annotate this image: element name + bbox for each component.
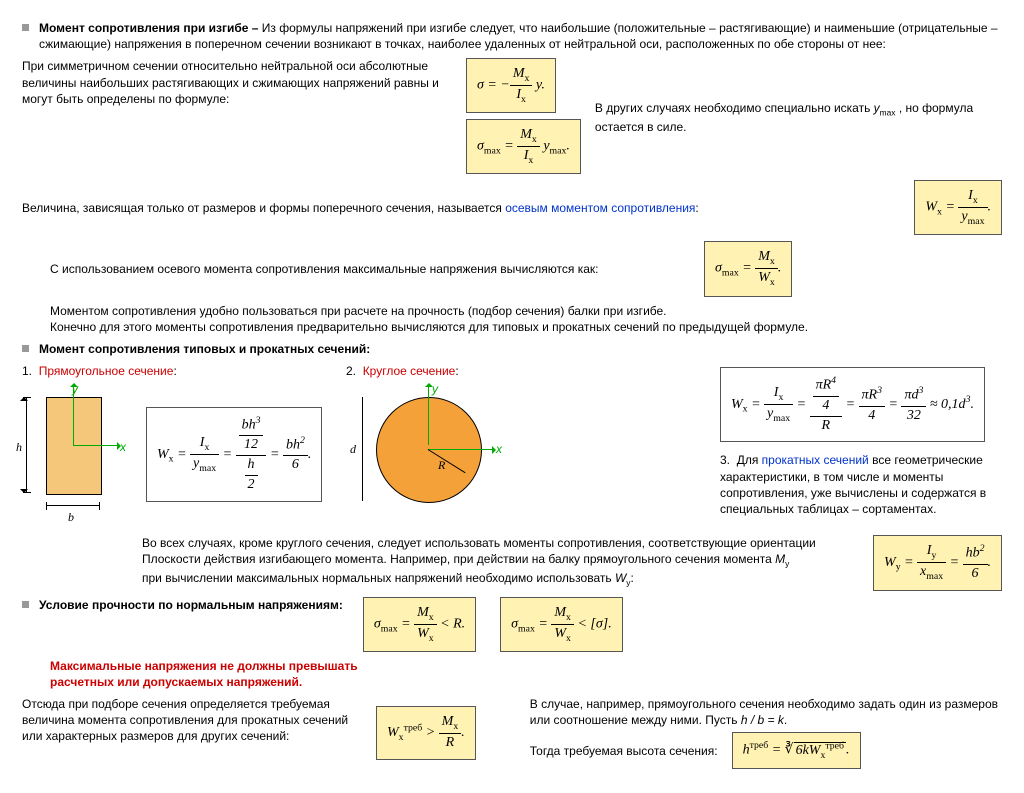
heading-block: Момент сопротивления при изгибе – Из фор…	[22, 20, 1002, 52]
rolled-text: 3. Для прокатных сечений все геометричес…	[720, 452, 1002, 517]
rect-heading: 1. Прямоугольное сечение:	[22, 363, 332, 379]
sym-text: При симметричном сечении относительно не…	[22, 58, 452, 107]
formula-wy: Wy = Iyxmax = hb26.	[873, 535, 1002, 590]
circle-figure: y x R d	[346, 379, 506, 529]
circ-heading: 2. Круглое сечение:	[346, 363, 706, 379]
sec2-title: Момент сопротивления типовых и прокатных…	[39, 341, 370, 357]
bullet-icon	[22, 601, 29, 608]
formula-htreq: hтреб = ∛6kWxтреб.	[732, 732, 861, 769]
axial-def: Величина, зависящая только от размеров и…	[22, 200, 900, 216]
rect-figure: y x h b	[22, 379, 132, 529]
strength-title: Условие прочности по нормальным напряжен…	[39, 597, 343, 613]
conv1: Моментом сопротивления удобно пользовать…	[50, 303, 1002, 319]
formula-wx: Wx = Ixymax.	[914, 180, 1002, 235]
bullet-icon	[22, 345, 29, 352]
heading-text: Момент сопротивления при изгибе – Из фор…	[39, 20, 1002, 52]
pick-text: Отсюда при подборе сечения определяется …	[22, 696, 362, 745]
formula-wtreq: Wxтреб > MxR.	[376, 706, 476, 760]
bullet-icon	[22, 24, 29, 31]
formula-cond-r: σmax = MxWx < R.	[363, 597, 476, 652]
formula-rect: Wx = Ixymax = bh312h2 = bh26.	[146, 407, 322, 502]
case-then: Тогда требуемая высота сечения:	[530, 743, 718, 759]
conv2: Конечно для этого моменты сопротивления …	[50, 319, 1002, 335]
formula-circle: Wx = Ixymax = πR44R = πR34 = πd332 ≈ 0,1…	[720, 367, 985, 442]
formula-sigma: σ = −MxIx y.	[466, 58, 556, 113]
other-cases: В других случаях необходимо специально и…	[595, 58, 1002, 135]
formula-sigma-wx: σmax = MxWx.	[704, 241, 792, 296]
heading-lead: Момент сопротивления при изгибе –	[39, 21, 262, 35]
strength-red: Максимальные напряжения не должны превыш…	[50, 658, 410, 690]
formula-cond-sigma: σmax = MxWx < [σ].	[500, 597, 623, 652]
formula-sigma-max: σmax = MxIx ymax.	[466, 119, 581, 174]
use-text: С использованием осевого момента сопроти…	[50, 261, 690, 277]
note-wy: Во всех случаях, кроме круглого сечения,…	[142, 535, 859, 589]
case-text: В случае, например, прямоугольного сечен…	[530, 696, 1002, 728]
